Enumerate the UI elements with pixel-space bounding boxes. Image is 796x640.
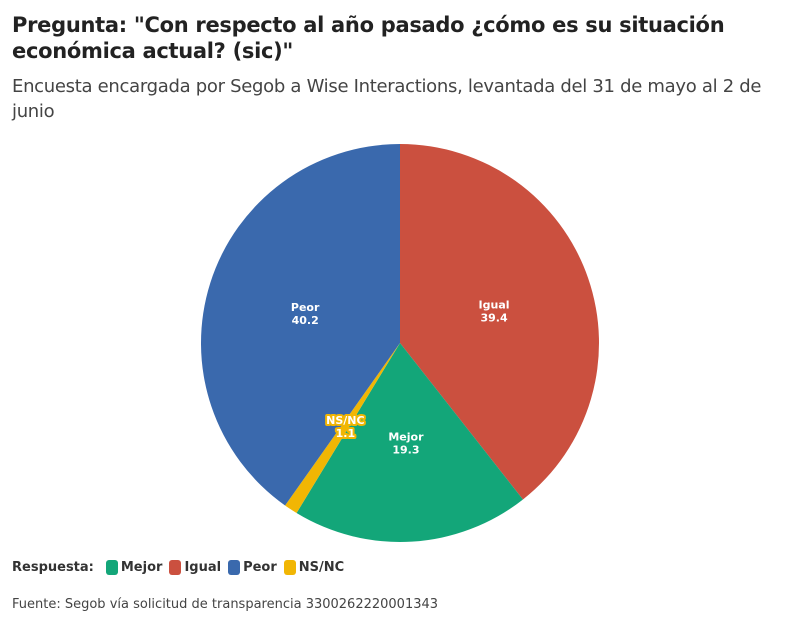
legend-swatch bbox=[169, 560, 182, 575]
legend-title: Respuesta: bbox=[12, 560, 94, 575]
slice-value-label: 39.4 bbox=[480, 311, 507, 324]
slice-name-label: Peor bbox=[291, 301, 320, 314]
slice-value-label: 40.2 bbox=[292, 314, 319, 327]
legend-swatch bbox=[105, 560, 118, 575]
legend-swatch bbox=[228, 560, 241, 575]
pie-slice-peor bbox=[200, 144, 400, 506]
slice-name-label: Igual bbox=[479, 298, 510, 311]
pie-slice-mejor bbox=[296, 343, 523, 542]
slice-name-label: NS/NC bbox=[326, 414, 364, 427]
chart-title: Pregunta: "Con respecto al año pasado ¿c… bbox=[12, 13, 725, 63]
slice-name-label: Mejor bbox=[388, 430, 424, 443]
legend: Respuesta: Mejor Igual Peor NS/NC bbox=[12, 560, 344, 575]
legend-item-label: NS/NC bbox=[298, 560, 345, 575]
pie-slice-nsnc bbox=[285, 343, 400, 514]
legend-item-label: Peor bbox=[243, 560, 277, 575]
legend-item-label: Mejor bbox=[120, 560, 163, 575]
slice-value-label: 1.1 bbox=[336, 427, 356, 440]
slice-value-label: 19.3 bbox=[392, 443, 419, 456]
chart-subtitle: Encuesta encargada por Segob a Wise Inte… bbox=[12, 76, 762, 122]
legend-item-label: Igual bbox=[184, 560, 222, 575]
source-note: Fuente: Segob vía solicitud de transpare… bbox=[12, 597, 439, 612]
legend-swatch bbox=[283, 560, 296, 575]
pie-slice-igual bbox=[400, 144, 600, 500]
